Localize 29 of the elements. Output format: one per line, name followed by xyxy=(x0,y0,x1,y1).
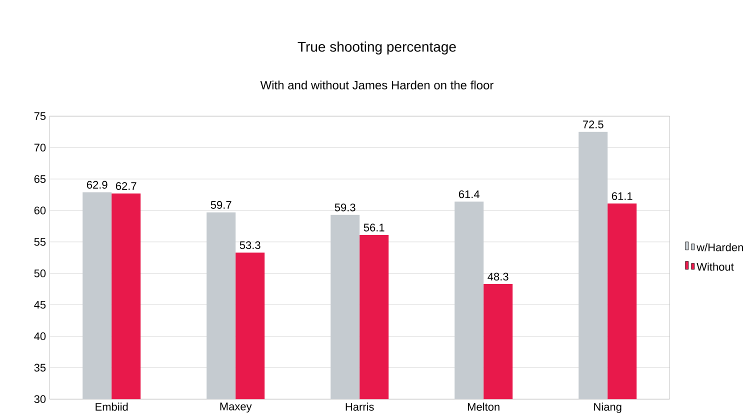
data-label: 72.5 xyxy=(582,120,604,128)
y-tick-label: 75 xyxy=(34,112,46,120)
y-tick-label: 40 xyxy=(34,332,46,340)
y-tick-label: 70 xyxy=(34,144,46,152)
y-tick-label: 55 xyxy=(34,238,46,246)
x-tick-label: Embiid xyxy=(96,402,128,411)
data-label: 53.3 xyxy=(240,241,260,250)
data-label: 59.7 xyxy=(210,201,232,209)
legend-label: Without xyxy=(696,262,734,271)
x-tick-label: Harris xyxy=(346,402,374,411)
x-tick-label: Melton xyxy=(468,402,500,411)
y-tick-label: 50 xyxy=(34,269,46,278)
data-label: 59.3 xyxy=(334,204,356,212)
y-tick-label: 35 xyxy=(34,364,46,372)
data-label: 56.1 xyxy=(364,224,384,232)
chart-subtitle: With and without James Harden on the floor xyxy=(260,80,494,90)
legend-label: w/Harden xyxy=(696,243,743,252)
y-tick-label: 45 xyxy=(34,300,46,309)
y-tick-label: 30 xyxy=(34,395,46,404)
y-tick-label: 65 xyxy=(34,175,46,183)
y-tick-label: 60 xyxy=(34,206,46,214)
data-label: 61.4 xyxy=(458,190,480,198)
data-label: 48.3 xyxy=(488,272,508,281)
x-tick-label: Maxey xyxy=(220,402,252,413)
x-tick-label: Niang xyxy=(594,402,622,413)
chart-title: True shooting percentage xyxy=(298,41,456,55)
data-label: 62.7 xyxy=(116,182,136,190)
data-label: 61.1 xyxy=(612,192,632,200)
data-label: 62.9 xyxy=(86,180,108,189)
